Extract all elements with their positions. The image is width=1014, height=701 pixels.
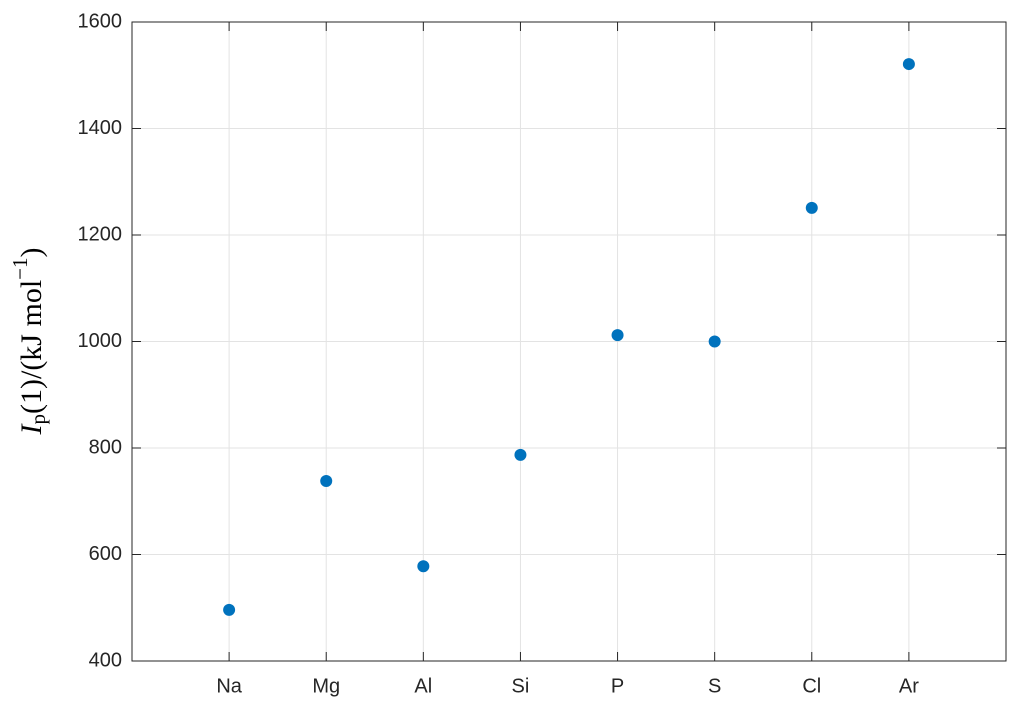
y-tick-label: 1200 — [78, 223, 123, 245]
point — [417, 560, 430, 573]
y-axis-label: Ip(1)/(kJ mol−1) — [8, 248, 50, 436]
point — [805, 201, 818, 214]
x-tick-label: Si — [512, 675, 530, 697]
x-tick-label: Mg — [312, 675, 340, 697]
y-tick-label: 800 — [89, 436, 122, 458]
y-label-part: (1)/(kJ mol — [15, 280, 48, 414]
y-tick-label: 1600 — [78, 10, 123, 32]
x-tick-label: Ar — [899, 675, 919, 697]
x-tick-label: Al — [414, 675, 432, 697]
point — [223, 603, 236, 616]
point — [708, 335, 721, 348]
y-tick-label: 1000 — [78, 330, 123, 352]
x-tick-label: Na — [216, 675, 242, 697]
y-label-part: I — [15, 423, 48, 436]
plot-area: 400 600 800 1000 1200 1400 1600 Na Mg Al Si P S Cl Ar — [78, 10, 1007, 697]
point — [611, 329, 624, 342]
point — [320, 475, 333, 488]
y-label-part: −1 — [8, 258, 32, 280]
y-tick-label: 400 — [89, 649, 122, 671]
y-label-part: p — [26, 414, 50, 425]
y-label-part: ) — [15, 248, 48, 258]
y-tick-label: 600 — [89, 543, 122, 565]
axes-box — [131, 21, 1007, 662]
point — [514, 448, 527, 461]
x-tick-label: P — [611, 675, 624, 697]
x-tick-label: S — [708, 675, 721, 697]
point — [902, 58, 915, 71]
y-tick-label: 1400 — [78, 117, 123, 139]
x-tick-label: Cl — [802, 675, 821, 697]
